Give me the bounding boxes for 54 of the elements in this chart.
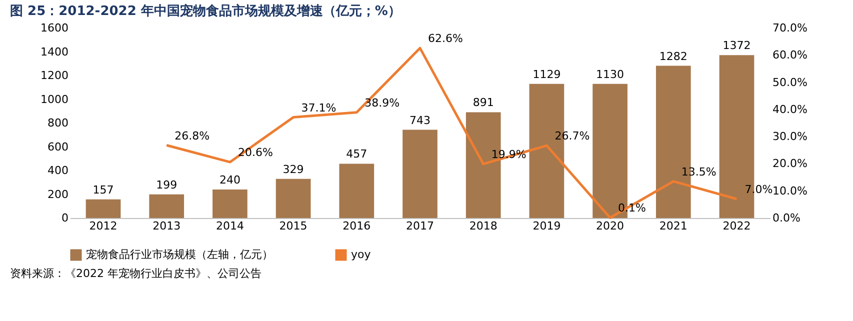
data-label: 62.6% bbox=[428, 32, 463, 46]
x-tick-label: 2016 bbox=[342, 220, 371, 232]
x-tick-label: 2014 bbox=[216, 220, 244, 232]
bar bbox=[86, 199, 121, 218]
data-label: 1129 bbox=[532, 68, 561, 81]
x-tick-label: 2020 bbox=[596, 220, 624, 232]
data-label: 19.9% bbox=[491, 148, 526, 161]
y-tick-label: 200 bbox=[48, 188, 68, 201]
x-tick-label: 2021 bbox=[659, 220, 688, 232]
y2-tick-label: 60.0% bbox=[772, 48, 808, 62]
data-label: 329 bbox=[282, 162, 304, 176]
y-tick-label: 400 bbox=[48, 164, 68, 177]
data-label: 37.1% bbox=[301, 101, 336, 114]
legend-label: 宠物食品行业市场规模（左轴，亿元） bbox=[86, 248, 273, 261]
data-label: 26.8% bbox=[174, 129, 210, 142]
y2-tick-label: 0.0% bbox=[772, 212, 800, 224]
data-label: 199 bbox=[156, 178, 178, 192]
data-label: 157 bbox=[92, 183, 114, 196]
data-label: 1372 bbox=[722, 39, 751, 52]
y-tick-label: 1400 bbox=[40, 45, 68, 58]
y2-tick-label: 70.0% bbox=[772, 22, 808, 34]
data-label: 891 bbox=[472, 96, 494, 110]
x-tick-label: 2012 bbox=[89, 220, 118, 232]
bar bbox=[276, 178, 311, 218]
x-tick-label: 2017 bbox=[406, 220, 434, 232]
y-tick-label: 1000 bbox=[40, 92, 68, 106]
bar bbox=[402, 130, 438, 218]
y2-tick-label: 40.0% bbox=[772, 102, 808, 116]
x-tick-label: 2013 bbox=[152, 220, 181, 232]
y2-tick-label: 30.0% bbox=[772, 130, 808, 144]
data-label: 1130 bbox=[596, 68, 624, 81]
x-tick-label: 2022 bbox=[722, 220, 751, 232]
data-label: 457 bbox=[346, 148, 368, 161]
chart-title: 图 25：2012-2022 年中国宠物食品市场规模及增速（亿元；%） bbox=[10, 3, 401, 19]
y-tick-label: 1600 bbox=[40, 22, 68, 34]
x-tick-label: 2018 bbox=[469, 220, 498, 232]
y2-tick-label: 50.0% bbox=[772, 76, 808, 89]
data-label: 743 bbox=[410, 114, 430, 127]
bar bbox=[212, 190, 248, 218]
y2-tick-label: 10.0% bbox=[772, 184, 808, 198]
y-tick-label: 1200 bbox=[40, 69, 68, 82]
y2-tick-label: 20.0% bbox=[772, 157, 808, 170]
x-tick-label: 2019 bbox=[532, 220, 561, 232]
bar bbox=[149, 194, 184, 218]
x-tick-label: 2015 bbox=[279, 220, 308, 232]
data-label: 240 bbox=[219, 174, 240, 186]
text: 资料来源：《2022 年宠物行业白皮书》、公司公告 bbox=[10, 267, 262, 280]
y-tick-label: 600 bbox=[48, 140, 68, 154]
data-label: 1282 bbox=[659, 50, 688, 63]
data-label: 38.9% bbox=[364, 96, 400, 110]
bar bbox=[339, 164, 374, 218]
y-tick-label: 0 bbox=[62, 212, 68, 224]
legend-label: yoy bbox=[351, 248, 372, 261]
y-tick-label: 800 bbox=[48, 116, 68, 130]
